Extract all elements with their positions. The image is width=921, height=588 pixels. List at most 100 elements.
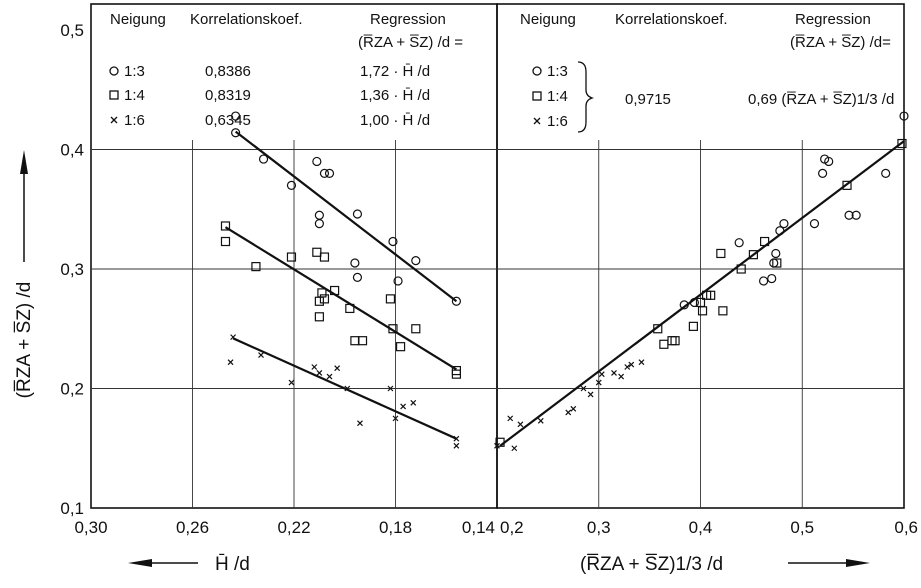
left-point-square-17: [411, 324, 421, 334]
right-point-circle-12: [824, 156, 834, 167]
left-point-circle-6: [314, 218, 324, 229]
right-legend-brace: [577, 61, 595, 133]
left-legend-r-1-6: 0,6345: [205, 112, 251, 129]
left-legend-label-1-6: 1:6: [124, 112, 145, 129]
left-point-circle-0: [231, 111, 241, 121]
left-point-cross-5: [316, 370, 323, 376]
right-x-tick-label-4: 0,6: [894, 518, 918, 537]
right-point-circle-0: [679, 300, 689, 310]
right-point-square-1: [653, 324, 663, 334]
right-point-circle-9: [809, 218, 820, 229]
left-point-square-10: [330, 285, 340, 296]
left-legend-row-1-4: 1:4 0,8319 1,36 · H̄ /d: [109, 87, 430, 104]
right-point-cross-3: [517, 421, 524, 428]
left-legend-marker-square: [109, 90, 119, 100]
left-legend-marker-circle: [109, 66, 119, 76]
right-legend-header-neigung: Neigung: [520, 11, 576, 28]
y-tick-label-2: 0,3: [60, 260, 84, 279]
left-x-axis-title: H̄ /d: [128, 554, 250, 575]
left-legend-label-1-4: 1:4: [124, 87, 145, 104]
right-point-cross-11: [611, 370, 617, 376]
right-point-square-2: [659, 339, 669, 349]
right-point-circle-4: [767, 273, 777, 284]
left-legend-marker-cross: [110, 116, 118, 124]
right-x-tick-label-3: 0,5: [790, 518, 814, 537]
right-point-cross-6: [570, 405, 577, 412]
left-point-cross-2: [258, 352, 264, 358]
gridlines: [91, 140, 904, 508]
right-point-square-9: [706, 290, 716, 300]
left-point-circle-12: [388, 236, 398, 247]
left-point-square-19: [451, 369, 461, 379]
right-legend-label-1-4: 1:4: [547, 88, 568, 105]
left-legend-header-regression: Regression: [370, 11, 446, 28]
y-tick-label-0: 0,1: [60, 499, 84, 518]
left-fit-line-1: [224, 226, 457, 371]
left-point-square-4: [312, 247, 322, 257]
left-point-cross-11: [392, 415, 399, 422]
y-tick-labels: 0,1 0,2 0,3 0,4 0,5: [60, 21, 84, 518]
left-x-tick-label-2: 0,22: [277, 518, 310, 537]
left-point-circle-5: [314, 210, 324, 220]
right-point-square-4: [670, 336, 680, 346]
right-point-circle-1: [689, 297, 699, 308]
y-axis-arrow-head: [20, 150, 28, 174]
left-point-square-2: [251, 262, 261, 272]
left-point-square-6: [314, 312, 324, 322]
left-point-square-13: [357, 336, 368, 346]
left-point-square-14: [385, 294, 396, 304]
y-axis-title: (R̅ZA + S̅Z) /d: [14, 150, 35, 398]
left-point-circle-7: [319, 168, 330, 178]
left-legend-row-1-6: 1:6 0,6345 1,00 · H̄ /d: [110, 112, 430, 129]
right-legend: Neigung Korrelationskoef. Regression (R̅…: [520, 11, 894, 133]
left-point-cross-4: [311, 364, 318, 370]
left-data-points: [220, 111, 461, 449]
left-legend-label-1-3: 1:3: [124, 63, 145, 80]
left-point-cross-14: [453, 435, 460, 442]
right-legend-marker-circle: [532, 66, 542, 76]
right-point-circle-8: [779, 218, 789, 229]
right-x-tick-labels: 0,2 0,3 0,4 0,5 0,6: [500, 518, 918, 537]
right-point-cross-14: [628, 361, 635, 368]
left-point-square-3: [286, 252, 297, 262]
right-point-circle-6: [771, 248, 781, 259]
right-point-circle-14: [851, 210, 861, 220]
right-legend-marker-square: [532, 91, 542, 101]
right-point-cross-7: [580, 385, 587, 392]
left-point-cross-3: [288, 379, 295, 386]
right-point-circle-10: [817, 168, 828, 178]
left-point-square-0: [220, 221, 231, 231]
right-legend-r-value: 0,9715: [625, 91, 671, 108]
right-x-axis-label: (R̅ZA + S̅Z)1/3 /d: [580, 554, 723, 575]
left-point-square-11: [345, 303, 355, 314]
right-point-square-12: [736, 264, 746, 274]
left-point-square-1: [220, 236, 231, 247]
right-point-square-17: [897, 138, 907, 149]
left-x-arrow-head: [128, 559, 152, 567]
left-point-circle-2: [258, 154, 269, 164]
right-point-square-13: [748, 250, 759, 260]
right-point-square-11: [718, 306, 728, 316]
right-point-cross-1: [507, 415, 514, 422]
right-x-tick-label-0: 0,2: [500, 518, 524, 537]
right-point-circle-7: [775, 226, 785, 236]
left-x-tick-labels: 0,30 0,26 0,22 0,18 0,14: [74, 518, 495, 537]
left-point-square-16: [395, 342, 406, 352]
right-legend-regression: 0,69 (R̅ZA + S̅Z)1/3 /d: [748, 91, 894, 108]
right-legend-label-1-3: 1:3: [547, 63, 568, 80]
left-point-cross-8: [344, 385, 351, 392]
right-point-circle-15: [881, 168, 891, 178]
left-point-square-7: [317, 288, 327, 298]
left-point-cross-7: [334, 365, 341, 372]
right-x-tick-label-1: 0,3: [587, 518, 611, 537]
left-point-circle-11: [352, 272, 363, 282]
right-point-square-15: [772, 258, 782, 268]
left-legend-header-neigung: Neigung: [110, 11, 166, 28]
right-point-square-3: [667, 336, 677, 346]
right-point-cross-9: [595, 379, 602, 386]
right-point-circle-5: [769, 258, 779, 268]
left-fit-lines: [224, 130, 458, 440]
right-x-tick-label-2: 0,4: [689, 518, 713, 537]
left-point-circle-4: [312, 156, 322, 167]
